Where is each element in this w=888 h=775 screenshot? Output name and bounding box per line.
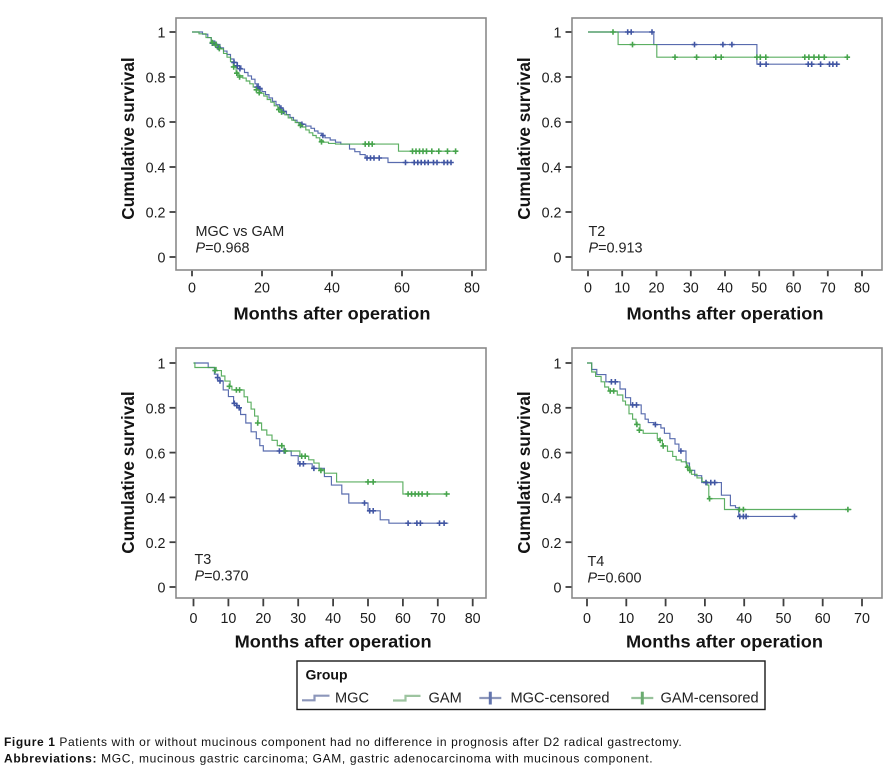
svg-text:50: 50 [776,611,792,627]
svg-text:80: 80 [854,281,870,297]
svg-text:0: 0 [554,251,562,267]
svg-text:Cumulative survival: Cumulative survival [514,391,534,553]
svg-text:0.4: 0.4 [542,161,562,177]
svg-text:80: 80 [465,611,481,627]
svg-text:0: 0 [554,581,562,597]
svg-text:20: 20 [255,611,271,627]
svg-text:0.4: 0.4 [146,491,166,507]
svg-text:P=0.913: P=0.913 [589,240,643,256]
svg-text:70: 70 [430,611,446,627]
svg-text:Cumulative survival: Cumulative survival [514,57,534,219]
svg-text:70: 70 [820,281,836,297]
svg-text:40: 40 [736,611,752,627]
svg-text:T3: T3 [195,552,212,568]
svg-text:GAM: GAM [429,690,462,706]
svg-text:30: 30 [697,611,713,627]
svg-text:20: 20 [658,611,674,627]
svg-text:60: 60 [815,611,831,627]
svg-text:30: 30 [290,611,306,627]
svg-text:Months after operation: Months after operation [235,632,432,652]
svg-text:Months after operation: Months after operation [234,304,431,324]
svg-text:60: 60 [786,281,802,297]
svg-text:Months after operation: Months after operation [626,632,823,652]
svg-text:0.8: 0.8 [146,71,166,87]
svg-text:10: 10 [618,611,634,627]
svg-text:P=0.600: P=0.600 [588,571,642,587]
svg-text:0.6: 0.6 [146,116,166,132]
svg-text:0.8: 0.8 [542,71,562,87]
svg-text:10: 10 [614,281,630,297]
svg-text:0: 0 [158,251,166,267]
svg-text:0.8: 0.8 [146,402,166,418]
svg-text:60: 60 [395,611,411,627]
svg-text:0.6: 0.6 [542,116,562,132]
svg-text:P=0.968: P=0.968 [196,240,250,256]
svg-text:P=0.370: P=0.370 [195,568,249,584]
svg-text:T4: T4 [588,554,605,570]
svg-text:0: 0 [584,281,592,297]
svg-text:MGC: MGC [335,690,369,706]
svg-text:0.6: 0.6 [146,446,166,462]
svg-text:1: 1 [158,26,166,42]
svg-text:MGC-censored: MGC-censored [511,690,610,706]
svg-text:40: 40 [325,611,341,627]
svg-text:1: 1 [158,357,166,373]
svg-text:40: 40 [324,281,340,297]
svg-text:30: 30 [683,281,699,297]
svg-text:Abbreviations: MGC, mucinous g: Abbreviations: MGC, mucinous gastric car… [4,751,653,765]
svg-text:0.2: 0.2 [542,536,562,552]
svg-text:Group: Group [306,667,348,683]
svg-text:Cumulative survival: Cumulative survival [118,57,138,219]
svg-text:0.4: 0.4 [542,491,562,507]
svg-text:GAM-censored: GAM-censored [661,690,759,706]
svg-text:0.4: 0.4 [146,161,166,177]
svg-text:20: 20 [649,281,665,297]
svg-text:0: 0 [190,611,198,627]
svg-text:40: 40 [717,281,733,297]
svg-text:10: 10 [220,611,236,627]
svg-text:50: 50 [360,611,376,627]
svg-text:0: 0 [188,281,196,297]
svg-text:Figure 1 Patients with or with: Figure 1 Patients with or without mucino… [4,735,682,749]
svg-text:1: 1 [554,357,562,373]
svg-text:Cumulative survival: Cumulative survival [118,391,138,553]
svg-text:Months after operation: Months after operation [627,304,824,324]
svg-text:MGC vs GAM: MGC vs GAM [196,224,285,240]
svg-text:1: 1 [554,26,562,42]
svg-text:T2: T2 [589,224,606,240]
svg-text:0.2: 0.2 [146,536,166,552]
svg-text:0: 0 [583,611,591,627]
svg-text:0.8: 0.8 [542,402,562,418]
svg-text:70: 70 [854,611,870,627]
svg-text:0.2: 0.2 [542,206,562,222]
svg-text:50: 50 [751,281,767,297]
svg-text:60: 60 [394,281,410,297]
svg-text:0.6: 0.6 [542,446,562,462]
svg-text:0.2: 0.2 [146,206,166,222]
svg-text:0: 0 [158,581,166,597]
svg-text:20: 20 [254,281,270,297]
svg-text:80: 80 [464,281,480,297]
